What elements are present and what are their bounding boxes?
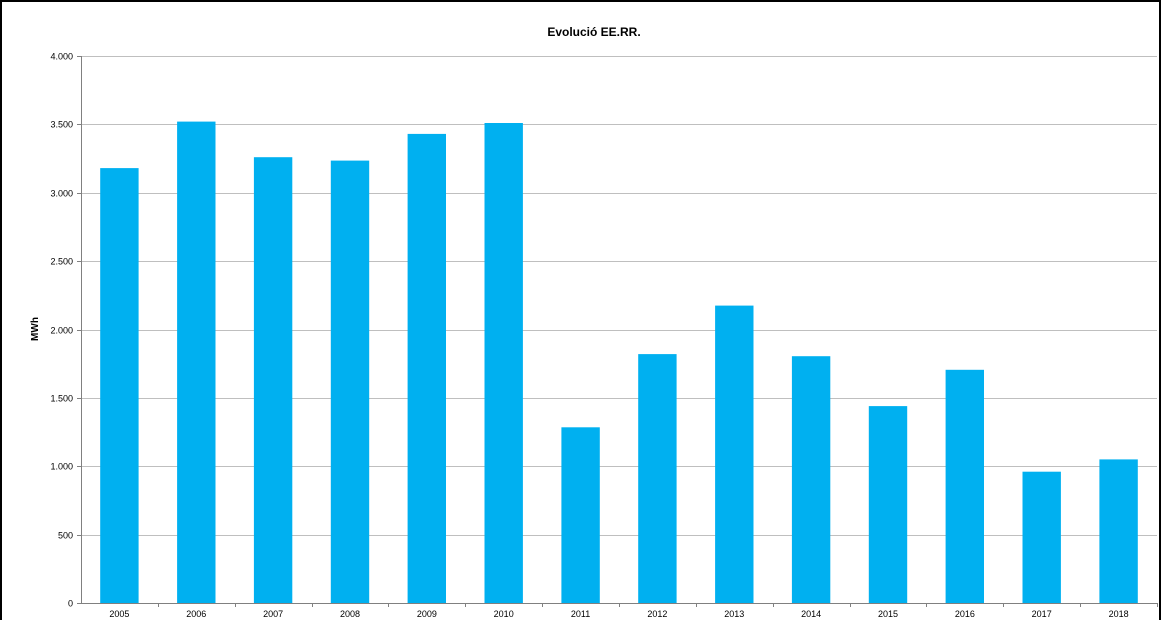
bar-2008 bbox=[330, 160, 370, 603]
x-tick-label: 2015 bbox=[878, 609, 898, 619]
bar-2013 bbox=[715, 305, 754, 603]
x-tick-label: 2009 bbox=[417, 609, 437, 619]
x-tick-label: 2011 bbox=[571, 609, 590, 619]
gridlines bbox=[81, 56, 1157, 536]
y-tick-label: 1.000 bbox=[50, 462, 73, 472]
x-tick-label: 2010 bbox=[494, 609, 514, 619]
bar-2015 bbox=[868, 406, 908, 603]
x-tick-label: 2017 bbox=[1032, 609, 1052, 619]
bar-2005 bbox=[100, 168, 139, 603]
bar-2010 bbox=[484, 123, 523, 603]
bars bbox=[100, 121, 1138, 603]
x-tick-label: 2005 bbox=[109, 609, 129, 619]
y-tick-label: 3.500 bbox=[50, 120, 73, 130]
x-tick-labels: 2005 2006 2007 2008 2009 2010 2011 2012 2013 2014… bbox=[109, 609, 1128, 619]
x-tick-label: 2007 bbox=[263, 609, 283, 619]
y-tick-labels: 0 500 1.000 1.500 2.000 2.500 3.000 3.500 4.000 bbox=[50, 52, 73, 609]
axes bbox=[77, 56, 1158, 607]
y-tick-label: 2.000 bbox=[50, 326, 73, 336]
x-tick-label: 2018 bbox=[1109, 609, 1129, 619]
bar-2011 bbox=[561, 427, 600, 603]
y-tick-label: 500 bbox=[58, 531, 73, 541]
x-tick-label: 2016 bbox=[955, 609, 975, 619]
x-tick-label: 2013 bbox=[724, 609, 744, 619]
y-axis-label: MWh bbox=[30, 317, 41, 341]
bar-2014 bbox=[791, 356, 831, 603]
bar-2016 bbox=[945, 369, 984, 603]
bar-2012 bbox=[638, 354, 677, 603]
y-tick-label: 1.500 bbox=[50, 394, 73, 404]
x-tick-label: 2006 bbox=[186, 609, 206, 619]
bar-2006 bbox=[177, 121, 216, 603]
bar-2017 bbox=[1022, 471, 1061, 603]
bar-2018 bbox=[1099, 459, 1138, 603]
bar-2009 bbox=[407, 133, 446, 603]
y-tick-label: 0 bbox=[68, 599, 73, 609]
chart-title: Evolució EE.RR. bbox=[547, 25, 640, 39]
y-tick-label: 3.000 bbox=[50, 189, 73, 199]
x-tick-label: 2008 bbox=[340, 609, 360, 619]
x-tick-label: 2014 bbox=[801, 609, 821, 619]
bar-2007 bbox=[253, 157, 293, 603]
y-tick-label: 4.000 bbox=[50, 52, 73, 62]
y-tick-label: 2.500 bbox=[50, 257, 73, 267]
x-tick-label: 2012 bbox=[647, 609, 667, 619]
